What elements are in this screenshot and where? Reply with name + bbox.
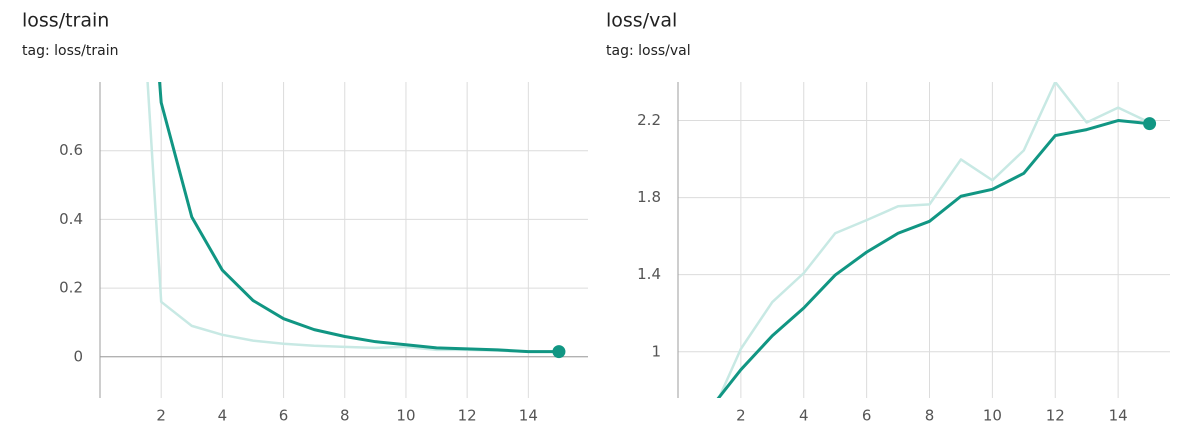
- x-tick-label: 10: [983, 407, 1002, 425]
- x-tick-label: 10: [396, 407, 415, 425]
- chart-subtitle: tag: loss/train: [22, 43, 118, 59]
- x-tick-label: 12: [1046, 407, 1065, 425]
- chart-title: loss/train: [22, 10, 109, 32]
- y-tick-label: 0: [73, 347, 83, 365]
- y-tick-label: 1.8: [637, 188, 661, 206]
- x-tick-label: 8: [925, 407, 935, 425]
- x-tick-label: 4: [218, 407, 228, 425]
- y-tick-label: 0.4: [59, 210, 83, 228]
- y-tick-label: 0.2: [59, 279, 83, 297]
- x-tick-label: 8: [340, 407, 350, 425]
- y-tick-label: 0.6: [59, 141, 83, 159]
- chart-subtitle: tag: loss/val: [606, 43, 691, 59]
- plot: [146, 82, 559, 354]
- y-tick-label: 1: [651, 342, 661, 360]
- series-line: [717, 82, 1151, 398]
- end-marker: [552, 345, 566, 359]
- y-tick-label: 2.2: [637, 111, 661, 129]
- x-tick-label: 14: [519, 407, 538, 425]
- x-tick-label: 6: [862, 407, 872, 425]
- x-tick-label: 4: [799, 407, 809, 425]
- x-tick-label: 2: [736, 407, 746, 425]
- x-tick-label: 12: [458, 407, 477, 425]
- chart: loss/train tag: loss/train 0 0.2 0.4 0.6 2 4 6 8 1…: [22, 10, 588, 425]
- x-tick-label: 6: [279, 407, 289, 425]
- end-marker: [1143, 117, 1157, 131]
- x-tick-label: 14: [1109, 407, 1128, 425]
- series-line: [716, 119, 1150, 398]
- chart: loss/val tag: loss/val 1 1.4 1.8 2.2 2 4 6 8 10 12 1…: [606, 10, 1170, 425]
- chart-title: loss/val: [606, 10, 677, 32]
- series-line: [158, 82, 559, 354]
- plot: [716, 82, 1151, 398]
- x-tick-label: 2: [156, 407, 166, 425]
- y-tick-label: 1.4: [637, 265, 661, 283]
